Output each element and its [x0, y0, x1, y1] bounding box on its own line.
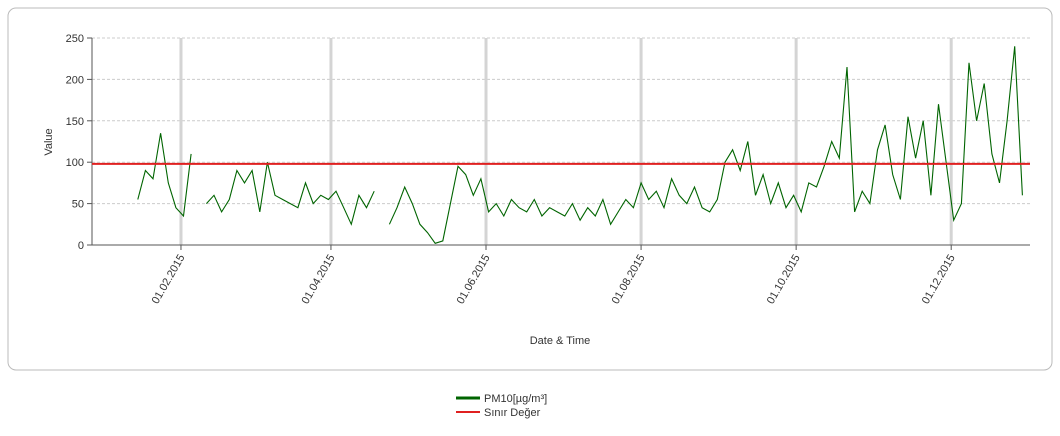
y-tick-label: 150 [66, 116, 84, 128]
y-tick-label: 250 [66, 33, 84, 45]
y-axis-label: Value [43, 128, 55, 155]
y-tick-label: 100 [66, 157, 84, 169]
data-line [137, 46, 1023, 244]
legend-label: PM10[µg/m³] [484, 393, 547, 405]
y-tick-label: 50 [72, 199, 84, 211]
y-tick-label: 0 [78, 240, 84, 252]
x-axis-label: Date & Time [530, 335, 591, 347]
chart-frame [7, 7, 1053, 371]
y-tick-label: 200 [66, 74, 84, 86]
legend-label: Sınır Değer [484, 407, 541, 419]
